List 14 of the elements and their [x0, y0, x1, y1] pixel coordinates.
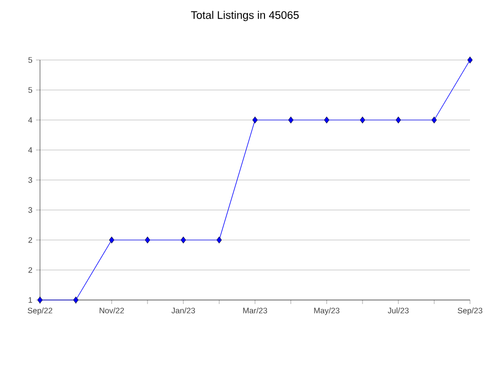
point [180, 236, 186, 244]
point [144, 236, 150, 244]
point [288, 116, 294, 124]
point [396, 116, 401, 124]
point [73, 296, 78, 304]
point [252, 116, 258, 124]
point [360, 116, 366, 124]
chart-title: Total Listings in 45065 [191, 10, 299, 22]
point [216, 236, 222, 244]
point [37, 296, 43, 304]
point [324, 116, 330, 124]
point [432, 116, 437, 124]
point [467, 56, 473, 64]
point [109, 236, 114, 244]
